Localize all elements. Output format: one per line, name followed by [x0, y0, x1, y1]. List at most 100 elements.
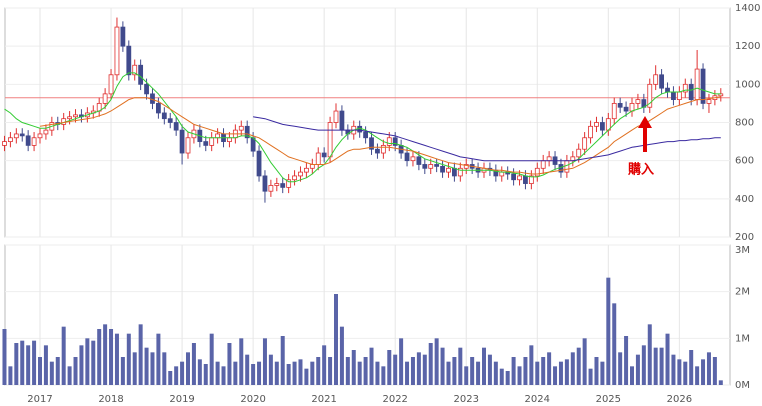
y-tick-label: 2M [735, 287, 750, 298]
volume-bar [55, 357, 60, 385]
candle-body [617, 103, 623, 108]
volume-bar [334, 294, 338, 385]
volume-bar [428, 343, 433, 385]
x-tick-label: 2025 [596, 394, 621, 405]
candle-body [688, 83, 694, 101]
volume-bar [511, 357, 516, 385]
volume-bar [91, 340, 96, 385]
candle-body [286, 179, 292, 188]
volume-bar [446, 361, 451, 385]
volume-bar [493, 361, 498, 385]
x-tick-label: 2019 [169, 394, 194, 405]
candle-body [108, 74, 114, 95]
candle-body [623, 106, 629, 112]
candle-body [227, 137, 232, 142]
candle-body [303, 167, 309, 173]
candle-body [155, 103, 161, 114]
x-tick-label: 2022 [382, 394, 407, 405]
candle-body [179, 129, 185, 154]
y-tick-label: 200 [735, 232, 754, 243]
candle-body [339, 110, 345, 131]
volume-bar [14, 343, 19, 385]
candle-body [588, 125, 593, 139]
volume-bar [345, 357, 350, 385]
candle-body [238, 125, 244, 131]
volume-bar [683, 361, 688, 385]
volume-bar [328, 357, 333, 385]
candle-body [315, 152, 321, 165]
candle-body [161, 112, 167, 120]
volume-bar [268, 354, 273, 385]
candle-body [13, 133, 19, 139]
volume-bar [718, 380, 723, 385]
candle-body [244, 125, 250, 139]
volume-bar [191, 343, 196, 385]
y-tick-label: 600 [735, 156, 754, 167]
candle-body [659, 74, 664, 89]
candle-body [446, 167, 451, 173]
volume-bar [274, 361, 279, 385]
volume-bar [701, 359, 706, 385]
candle-body [404, 152, 410, 162]
volume-bar [387, 350, 392, 385]
candle-body [499, 171, 505, 177]
candle-body [363, 131, 369, 139]
candle-body [132, 64, 138, 76]
candle-body [600, 122, 605, 131]
volume-bar [410, 357, 415, 385]
volume-bar [653, 347, 658, 385]
volume-bar [32, 340, 37, 385]
volume-bar [26, 345, 31, 385]
volume-bar [180, 361, 185, 385]
y-tick-label: 800 [735, 118, 754, 129]
candle-body [309, 164, 315, 169]
candle-body [67, 116, 72, 120]
volume-bar [647, 324, 652, 385]
candle-body [665, 87, 670, 93]
x-tick-label: 2021 [311, 394, 336, 405]
volume-bar [8, 366, 13, 385]
candle-body [463, 164, 469, 169]
candle-body [700, 68, 706, 104]
x-tick-label: 2017 [27, 394, 52, 405]
candle-body [546, 156, 552, 162]
candle-body [268, 185, 274, 192]
volume-bar [97, 329, 102, 385]
volume-bar [547, 352, 552, 385]
candle-body [451, 167, 457, 177]
volume-bar [215, 361, 220, 385]
candle-body [635, 99, 641, 104]
volume-bar [470, 357, 475, 385]
volume-bar [695, 366, 700, 385]
candle-body [511, 173, 517, 181]
candle-body [114, 26, 120, 76]
volume-bar [292, 361, 297, 385]
volume-bar [630, 366, 634, 385]
volume-bar [659, 347, 664, 385]
volume-bar [239, 338, 244, 385]
volume-bar [606, 277, 611, 385]
candle-body [611, 103, 617, 120]
candle-body [629, 103, 635, 112]
x-tick-label: 2018 [98, 394, 123, 405]
candle-body [375, 148, 380, 154]
volume-bar [114, 333, 119, 385]
candle-body [215, 133, 221, 139]
layer: 200 400 600 800 1000 1200 1400 0M 1M 2M 3M 2017 2018… [2, 3, 760, 405]
volume-bar [262, 338, 267, 385]
volume-bar [150, 352, 155, 385]
y-tick-label: 3M [735, 245, 750, 256]
volume-bar [523, 357, 528, 385]
volume-bar [257, 361, 262, 385]
volume-bar [49, 361, 54, 385]
volume-bar [499, 368, 504, 385]
volume-bar [85, 338, 90, 385]
volume-bar [168, 371, 173, 385]
volume-bar [505, 371, 510, 385]
candle-body [392, 137, 398, 146]
volume-bar [564, 359, 569, 385]
candle-body [653, 74, 659, 85]
volume-bar [2, 329, 7, 385]
volume-bar [245, 354, 250, 385]
